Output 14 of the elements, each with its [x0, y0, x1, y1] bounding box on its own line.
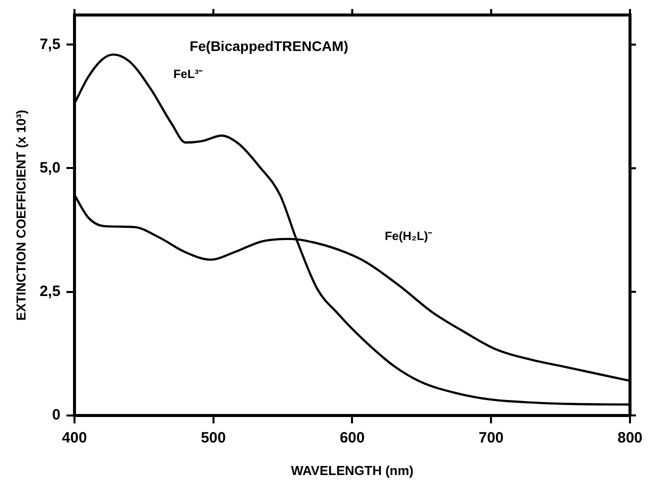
- x-tick-label: 400: [62, 430, 87, 447]
- x-tick-label: 800: [617, 430, 643, 447]
- text: Fe(BicappedTRENCAM): [190, 38, 348, 54]
- y-tick-label: 2,5: [40, 282, 60, 300]
- y-tick-label: 0: [52, 406, 60, 424]
- series-label: FeL³⁻: [173, 66, 203, 81]
- text: Fe(H₂L)⁻: [384, 229, 432, 244]
- x-tick-label: 500: [200, 430, 226, 447]
- y-tick-label: 7,5: [40, 36, 60, 53]
- x-tick-label: 600: [340, 430, 365, 447]
- x-tick-label: 700: [478, 430, 504, 447]
- y-tick-label: 5,0: [40, 159, 60, 176]
- y-axis-title: EXTINCTION COEFFICIENT (x 10³): [13, 110, 28, 321]
- x-axis-title: WAVELENGTH (nm): [290, 462, 414, 478]
